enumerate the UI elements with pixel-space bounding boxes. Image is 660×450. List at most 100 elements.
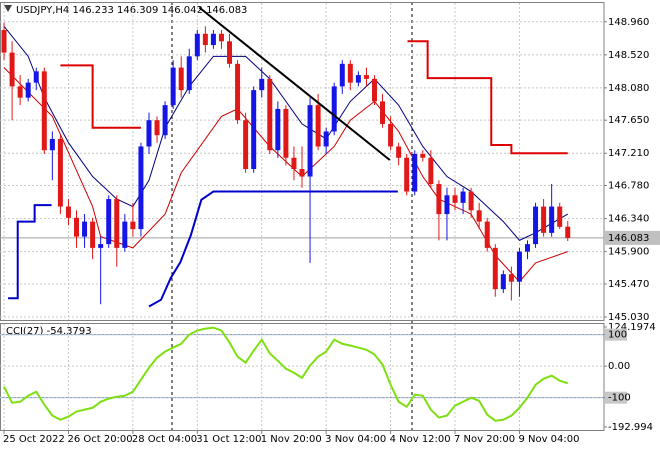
- price-panel-frame: [0, 2, 605, 321]
- candle-body: [49, 138, 55, 151]
- level-label-box: [605, 328, 627, 341]
- y-tick-label: 147.650: [608, 115, 649, 126]
- candle-body: [138, 146, 144, 230]
- candle-body: [218, 33, 224, 42]
- cci-line: [3, 326, 569, 422]
- x-tick-label: 28 Oct 04:00: [132, 434, 197, 445]
- candle-body: [476, 210, 482, 222]
- candle-body: [259, 78, 265, 91]
- candle-body: [114, 199, 120, 248]
- candle-body: [412, 153, 418, 192]
- candle-body: [299, 169, 305, 177]
- y-tick-label: 148.520: [608, 50, 649, 61]
- candle-body: [428, 157, 434, 185]
- y-tick-label: 145.900: [608, 247, 649, 258]
- y-tick-label: 100: [608, 330, 627, 341]
- candle-body: [1, 30, 7, 53]
- x-tick-label: 3 Nov 04:00: [325, 434, 386, 445]
- candle-body: [380, 101, 386, 124]
- candle-body: [57, 138, 63, 207]
- candle-body: [404, 157, 410, 192]
- indicator-line: [8, 190, 398, 308]
- candle-body: [396, 146, 402, 158]
- y-tick-label: 147.210: [608, 148, 649, 159]
- candle-body: [331, 86, 337, 132]
- y-tick-label: 148.960: [608, 17, 649, 28]
- candle-body: [235, 63, 241, 121]
- candle-body: [524, 244, 530, 252]
- candle-body: [323, 131, 329, 147]
- candle-body: [98, 244, 104, 248]
- candle-body: [492, 247, 498, 290]
- candle-body: [363, 75, 369, 79]
- chart-title: USDJPY,H4 146.233 146.309 146.042 146.08…: [16, 5, 247, 16]
- candle-body: [565, 226, 571, 238]
- candle-body: [371, 78, 377, 102]
- level-label-box: [605, 391, 627, 404]
- candle-body: [25, 82, 31, 98]
- candle-body: [194, 33, 200, 57]
- x-tick-label: 31 Oct 12:00: [196, 434, 261, 445]
- candle-body: [508, 274, 514, 282]
- y-tick-label: 0.00: [608, 361, 630, 372]
- candle-body: [227, 41, 233, 64]
- candle-body: [275, 108, 281, 151]
- candle-body: [516, 251, 522, 282]
- candle-body: [557, 206, 563, 227]
- candle-body: [315, 105, 321, 147]
- candle-body: [82, 221, 88, 237]
- symbol-icon: [4, 5, 12, 12]
- y-tick-label: 145.030: [608, 312, 649, 323]
- candle-body: [267, 78, 273, 151]
- candle-body: [436, 184, 442, 215]
- x-tick-label: 1 Nov 20:00: [261, 434, 322, 445]
- x-tick-label: 9 Nov 04:00: [518, 434, 579, 445]
- y-tick-label: 124.1974: [608, 322, 656, 333]
- candle-body: [549, 206, 555, 233]
- indicator-title: CCI(27) -54.3793: [6, 326, 92, 337]
- candle-body: [33, 71, 39, 83]
- x-tick-label: 7 Nov 20:00: [454, 434, 515, 445]
- candle-body: [291, 157, 297, 170]
- y-tick-label: -100: [608, 393, 631, 404]
- candle-body: [106, 199, 112, 245]
- candle-body: [17, 86, 23, 98]
- candle-body: [74, 217, 80, 237]
- candle-body: [460, 191, 466, 203]
- x-tick-label: 25 Oct 2022: [3, 434, 65, 445]
- candle-body: [178, 67, 184, 91]
- candle-body: [122, 221, 128, 248]
- y-tick-label: 148.080: [608, 83, 649, 94]
- candle-body: [202, 33, 208, 46]
- candle-body: [347, 63, 353, 83]
- candle-body: [154, 120, 160, 136]
- candle-body: [388, 123, 394, 147]
- candle-body: [251, 90, 257, 170]
- indicator-line: [60, 40, 568, 155]
- candle-body: [41, 71, 47, 151]
- y-tick-label: -192.994: [608, 422, 653, 433]
- x-tick-label: 4 Nov 12:00: [390, 434, 451, 445]
- candle-body: [146, 120, 152, 147]
- candle-body: [170, 67, 176, 106]
- candle-body: [500, 274, 506, 290]
- candle-body: [243, 120, 249, 170]
- candle-body: [283, 108, 289, 158]
- candle-body: [339, 63, 345, 87]
- x-tick-label: 26 Oct 20:00: [67, 434, 132, 445]
- candle-body: [186, 56, 192, 91]
- y-tick-label: 146.340: [608, 214, 649, 225]
- candle-body: [162, 105, 168, 136]
- candle-body: [484, 221, 490, 248]
- last-price-label: 146.083: [608, 233, 649, 244]
- candle-body: [420, 153, 426, 158]
- candle-body: [468, 191, 474, 211]
- last-price-box: [605, 230, 660, 245]
- candle-body: [9, 52, 15, 87]
- candle-body: [65, 206, 71, 218]
- candle-body: [90, 221, 96, 248]
- candle-body: [444, 195, 450, 215]
- candle-body: [355, 75, 361, 83]
- candle-body: [130, 221, 136, 230]
- candle-body: [307, 105, 313, 177]
